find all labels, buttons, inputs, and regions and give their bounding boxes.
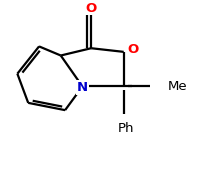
Text: N: N	[77, 81, 88, 94]
Text: Me: Me	[168, 80, 188, 93]
Text: Ph: Ph	[118, 122, 134, 135]
Text: O: O	[85, 2, 97, 15]
Text: O: O	[128, 43, 139, 56]
